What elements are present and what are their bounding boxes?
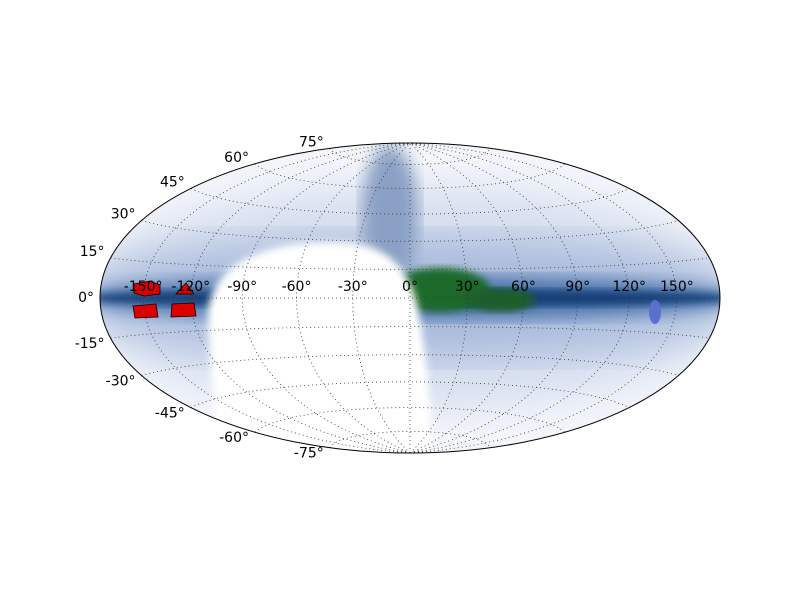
longitude-label: 30° [455,279,480,295]
parallel [141,220,679,242]
labels: -150° -120° -90° -60° -30° 0° 30° 60° 90° 120° 150… [75,134,694,461]
longitude-label: -150° [124,279,163,295]
map-boundary [99,142,721,454]
parallel [141,354,679,376]
longitude-label: 150° [660,279,694,295]
longitude-label: 0° [402,279,418,295]
survey-footprints [132,280,197,319]
latitude-label: 0° [78,290,94,306]
meridian [409,142,579,454]
longitude-label: -90° [227,279,257,295]
latitude-label: 15° [80,244,105,260]
graticule [100,142,720,454]
longitude-label: 60° [511,279,536,295]
latitude-label: -60° [219,430,249,446]
latitude-label: 30° [111,207,136,223]
latitude-label: -15° [75,336,105,352]
parallel [110,326,710,339]
latitude-label: 60° [224,150,249,166]
latitude-label: -45° [155,406,185,422]
longitude-label: -120° [171,279,210,295]
footprint [175,282,195,295]
longitude-label: 90° [565,279,590,295]
longitude-label: -60° [282,279,312,295]
latitude-label: 45° [160,174,185,190]
latitude-label: -30° [106,374,136,390]
latitude-label: 75° [299,134,324,150]
meridian [409,142,678,454]
star-density [100,143,720,453]
footprint [132,303,159,319]
longitude-label: -30° [338,279,368,295]
footprint [133,280,161,297]
footprint [170,302,197,318]
parallel [110,257,710,270]
latitude-label: -75° [294,446,324,462]
longitude-label: 120° [612,279,646,295]
